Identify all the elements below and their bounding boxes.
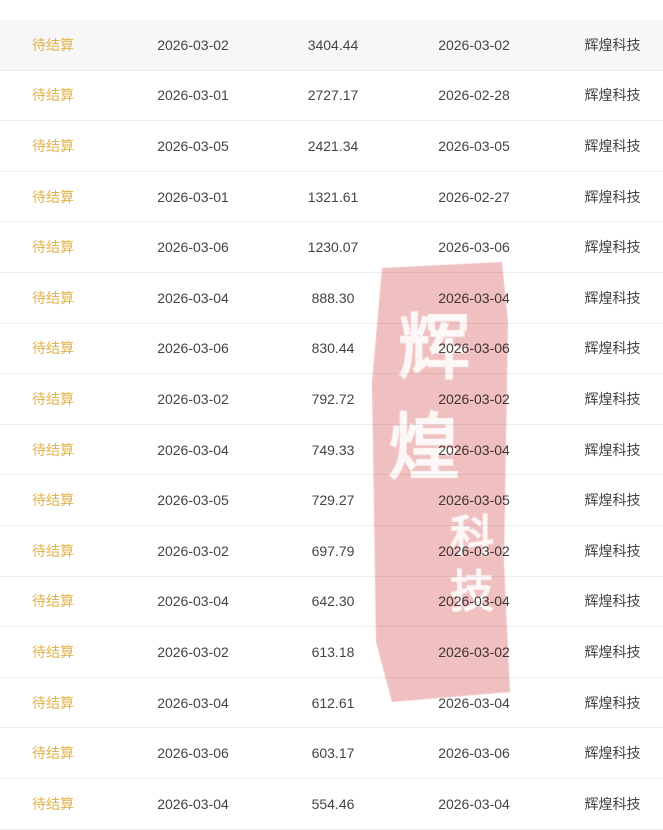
company-cell: 辉煌科技 (584, 390, 641, 407)
company-cell: 辉煌科技 (584, 239, 641, 256)
company-cell: 辉煌科技 (584, 441, 641, 458)
amount-cell: 792.72 (311, 390, 355, 407)
table-row[interactable]: 待结算 2026-03-02 697.79 2026-03-02 辉煌科技 (0, 526, 663, 577)
settle-date-cell: 2026-03-04 (438, 289, 510, 306)
date-cell: 2026-03-04 (157, 795, 229, 812)
status-cell: 待结算 (32, 390, 74, 407)
settle-date-cell: 2026-03-05 (438, 492, 510, 509)
status-cell: 待结算 (32, 239, 74, 256)
settle-date-cell: 2026-03-06 (438, 340, 510, 357)
status-cell: 待结算 (32, 745, 74, 762)
settle-date-cell: 2026-02-28 (438, 87, 510, 104)
date-cell: 2026-03-04 (157, 593, 229, 610)
status-cell: 待结算 (32, 795, 74, 812)
settle-date-cell: 2026-03-04 (438, 441, 510, 458)
company-cell: 辉煌科技 (584, 36, 641, 53)
status-cell: 待结算 (32, 188, 74, 205)
settle-date-cell: 2026-03-04 (438, 795, 510, 812)
company-cell: 辉煌科技 (584, 188, 641, 205)
company-cell: 辉煌科技 (584, 593, 641, 610)
table-row[interactable]: 待结算 2026-03-06 1230.07 2026-03-06 辉煌科技 (0, 222, 663, 273)
date-cell: 2026-03-04 (157, 441, 229, 458)
amount-cell: 2727.17 (307, 87, 359, 104)
table-row[interactable]: 待结算 2026-03-05 2421.34 2026-03-05 辉煌科技 (0, 121, 663, 172)
table-row[interactable]: 待结算 2026-03-04 888.30 2026-03-04 辉煌科技 (0, 273, 663, 324)
status-cell: 待结算 (32, 643, 74, 660)
settle-date-cell: 2026-03-04 (438, 593, 510, 610)
settle-date-cell: 2026-03-06 (438, 239, 510, 256)
table-row[interactable]: 待结算 2026-03-04 749.33 2026-03-04 辉煌科技 (0, 425, 663, 476)
table-row[interactable]: 待结算 2026-03-01 1321.61 2026-02-27 辉煌科技 (0, 172, 663, 223)
date-cell: 2026-03-05 (157, 137, 229, 154)
date-cell: 2026-03-06 (157, 239, 229, 256)
amount-cell: 642.30 (311, 593, 355, 610)
status-cell: 待结算 (32, 340, 74, 357)
table-row[interactable]: 待结算 2026-03-01 2727.17 2026-02-28 辉煌科技 (0, 71, 663, 122)
amount-cell: 612.61 (311, 694, 355, 711)
company-cell: 辉煌科技 (584, 643, 641, 660)
date-cell: 2026-03-04 (157, 694, 229, 711)
status-cell: 待结算 (32, 36, 74, 53)
company-cell: 辉煌科技 (584, 542, 641, 559)
status-cell: 待结算 (32, 593, 74, 610)
date-cell: 2026-03-02 (157, 542, 229, 559)
settle-date-cell: 2026-02-27 (438, 188, 510, 205)
settle-date-cell: 2026-03-02 (438, 542, 510, 559)
status-cell: 待结算 (32, 87, 74, 104)
date-cell: 2026-03-02 (157, 36, 229, 53)
table-row[interactable]: 待结算 2026-03-06 603.17 2026-03-06 辉煌科技 (0, 728, 663, 779)
amount-cell: 749.33 (311, 441, 355, 458)
company-cell: 辉煌科技 (584, 340, 641, 357)
status-cell: 待结算 (32, 542, 74, 559)
amount-cell: 1321.61 (307, 188, 359, 205)
table-row[interactable]: 待结算 2026-03-02 613.18 2026-03-02 辉煌科技 (0, 627, 663, 678)
status-cell: 待结算 (32, 492, 74, 509)
company-cell: 辉煌科技 (584, 289, 641, 306)
company-cell: 辉煌科技 (584, 745, 641, 762)
amount-cell: 603.17 (311, 745, 355, 762)
amount-cell: 729.27 (311, 492, 355, 509)
company-cell: 辉煌科技 (584, 87, 641, 104)
amount-cell: 554.46 (311, 795, 355, 812)
settle-date-cell: 2026-03-06 (438, 745, 510, 762)
status-cell: 待结算 (32, 441, 74, 458)
table-row[interactable]: 待结算 2026-03-02 3404.44 2026-03-02 辉煌科技 (0, 20, 663, 71)
amount-cell: 3404.44 (307, 36, 359, 53)
company-cell: 辉煌科技 (584, 492, 641, 509)
date-cell: 2026-03-06 (157, 745, 229, 762)
date-cell: 2026-03-02 (157, 390, 229, 407)
settle-date-cell: 2026-03-05 (438, 137, 510, 154)
table-row[interactable]: 待结算 2026-03-04 642.30 2026-03-04 辉煌科技 (0, 577, 663, 628)
date-cell: 2026-03-06 (157, 340, 229, 357)
settle-date-cell: 2026-03-04 (438, 694, 510, 711)
settlement-table: 待结算 2026-03-02 3404.44 2026-03-02 辉煌科技 待结算 202… (0, 20, 663, 830)
date-cell: 2026-03-01 (157, 87, 229, 104)
status-cell: 待结算 (32, 137, 74, 154)
table-row[interactable]: 待结算 2026-03-02 792.72 2026-03-02 辉煌科技 (0, 374, 663, 425)
table-row[interactable]: 待结算 2026-03-06 830.44 2026-03-06 辉煌科技 (0, 324, 663, 375)
date-cell: 2026-03-04 (157, 289, 229, 306)
settle-date-cell: 2026-03-02 (438, 643, 510, 660)
settle-date-cell: 2026-03-02 (438, 36, 510, 53)
amount-cell: 613.18 (311, 643, 355, 660)
amount-cell: 830.44 (311, 340, 355, 357)
table-row[interactable]: 待结算 2026-03-04 612.61 2026-03-04 辉煌科技 (0, 678, 663, 729)
amount-cell: 697.79 (311, 542, 355, 559)
company-cell: 辉煌科技 (584, 694, 641, 711)
amount-cell: 888.30 (311, 289, 355, 306)
amount-cell: 2421.34 (307, 137, 359, 154)
settle-date-cell: 2026-03-02 (438, 390, 510, 407)
status-cell: 待结算 (32, 694, 74, 711)
date-cell: 2026-03-05 (157, 492, 229, 509)
company-cell: 辉煌科技 (584, 795, 641, 812)
company-cell: 辉煌科技 (584, 137, 641, 154)
amount-cell: 1230.07 (307, 239, 359, 256)
status-cell: 待结算 (32, 289, 74, 306)
table-row[interactable]: 待结算 2026-03-05 729.27 2026-03-05 辉煌科技 (0, 475, 663, 526)
date-cell: 2026-03-01 (157, 188, 229, 205)
date-cell: 2026-03-02 (157, 643, 229, 660)
